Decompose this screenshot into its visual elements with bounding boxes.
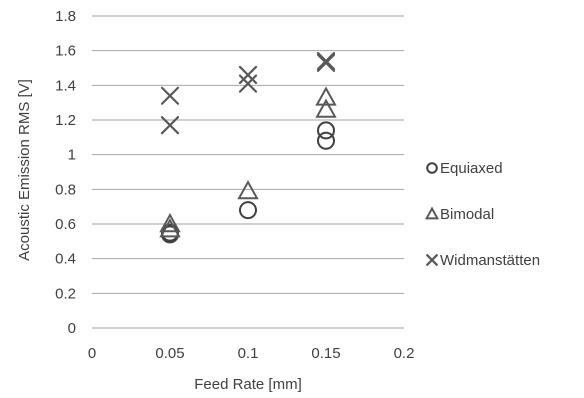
legend: Equiaxed Bimodal Widmanstätten — [424, 160, 540, 269]
legend-label: Equiaxed — [440, 160, 503, 177]
y-tick-label: 1.2 — [55, 112, 76, 129]
data-point-circle — [239, 201, 257, 220]
y-tick-labels: 0 0.2 0.4 0.6 0.8 1 1.2 1.4 1.6 1.8 — [55, 8, 76, 337]
y-tick-label: 1.4 — [55, 77, 76, 94]
data-point-triangle — [159, 212, 181, 233]
data-point-x — [316, 53, 336, 72]
x-axis-title: Feed Rate [mm] — [194, 376, 302, 393]
x-tick-label: 0.15 — [311, 345, 340, 362]
legend-label: Bimodal — [440, 206, 494, 223]
y-tick-label: 0.4 — [55, 251, 76, 268]
y-tick-label: 0.6 — [55, 216, 76, 233]
x-tick-label: 0.2 — [394, 345, 415, 362]
y-axis-title: Acoustic Emission RMS [V] — [16, 79, 33, 261]
data-point-circle — [317, 121, 335, 140]
data-point-triangle — [315, 86, 337, 106]
x-tick-label: 0.1 — [238, 345, 259, 362]
y-tick-label: 1.6 — [55, 43, 76, 60]
data-point-x — [160, 86, 180, 105]
legend-item: Bimodal — [424, 206, 494, 223]
data-point-x — [238, 65, 258, 85]
data-point-triangle — [237, 180, 259, 200]
y-tick-label: 0.2 — [55, 285, 76, 302]
gridlines — [92, 15, 404, 294]
data-point-x — [238, 74, 258, 93]
y-tick-label: 0 — [68, 320, 76, 337]
x-tick-label: 0.05 — [155, 345, 184, 362]
legend-marker-x-icon — [426, 254, 438, 266]
data-point-triangle — [315, 98, 337, 118]
data-point-triangle — [159, 218, 181, 238]
legend-item: Equiaxed — [426, 160, 503, 177]
x-tick-labels: 0 0.05 0.1 0.15 0.2 — [88, 345, 415, 362]
y-tick-label: 1.8 — [55, 8, 76, 25]
y-tick-label: 0.8 — [55, 181, 76, 198]
legend-marker-circle-icon — [426, 162, 438, 174]
legend-marker-triangle-icon — [424, 206, 440, 220]
x-tick-label: 0 — [88, 345, 96, 362]
data-point-x — [160, 116, 180, 135]
data-markers — [159, 51, 337, 244]
legend-label: Widmanstätten — [440, 252, 540, 269]
data-point-x — [316, 51, 336, 71]
data-point-circle — [317, 131, 335, 150]
legend-item: Widmanstätten — [426, 252, 540, 269]
y-tick-label: 1 — [68, 147, 76, 164]
